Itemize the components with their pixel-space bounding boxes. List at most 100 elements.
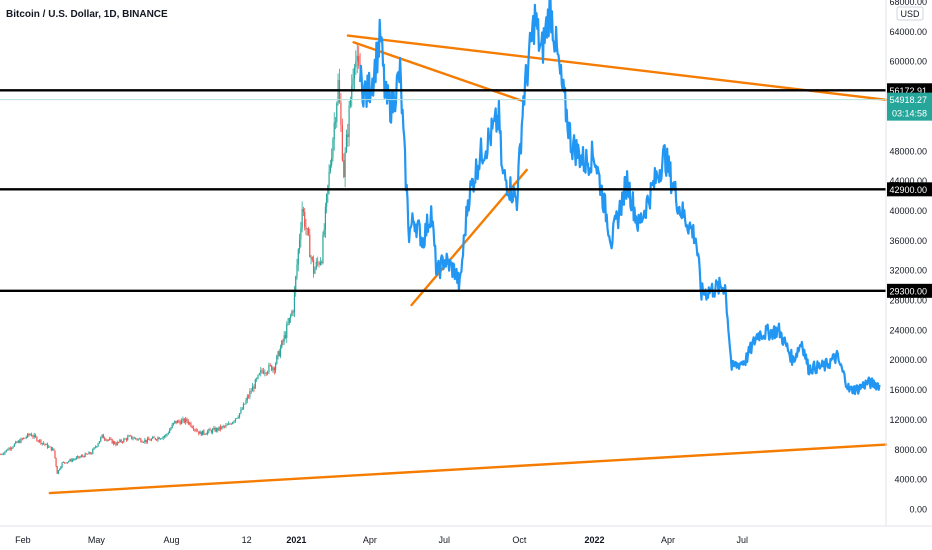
candles-series bbox=[0, 44, 361, 475]
candle-body bbox=[153, 437, 155, 439]
candle-body bbox=[83, 456, 85, 457]
candle-body bbox=[345, 134, 348, 153]
candle-body bbox=[161, 438, 163, 440]
candle-body bbox=[209, 429, 211, 431]
candle-body bbox=[322, 234, 324, 263]
candle-body bbox=[133, 437, 135, 439]
candle-body bbox=[273, 367, 275, 371]
candle-body bbox=[90, 453, 93, 455]
x-tick-label: Jul bbox=[438, 535, 450, 545]
candle-body bbox=[80, 455, 83, 457]
candle-body bbox=[281, 340, 283, 348]
candle-body bbox=[141, 441, 143, 443]
candle-body bbox=[179, 421, 181, 425]
candle-body bbox=[242, 403, 245, 410]
candle-body bbox=[45, 443, 47, 445]
candle-body bbox=[293, 290, 296, 313]
candle-body bbox=[352, 78, 354, 86]
current-price-label: 54918.27 bbox=[889, 95, 927, 105]
candle-body bbox=[119, 439, 121, 443]
candle-body bbox=[19, 440, 21, 443]
candle-body bbox=[55, 458, 57, 467]
candle-body bbox=[67, 461, 70, 463]
candle-body bbox=[174, 420, 176, 423]
candle-body bbox=[309, 234, 311, 258]
candle-body bbox=[20, 438, 22, 443]
y-tick-label: 68000.00 bbox=[889, 0, 927, 7]
candle-body bbox=[107, 439, 109, 441]
candle-body bbox=[236, 418, 238, 419]
candle-body bbox=[79, 456, 81, 458]
candle-body bbox=[301, 208, 303, 229]
candle-body bbox=[190, 422, 192, 427]
candle-body bbox=[116, 441, 118, 446]
candle-body bbox=[140, 438, 142, 442]
candle-body bbox=[245, 400, 247, 404]
candle-body bbox=[85, 453, 88, 455]
candle-body bbox=[257, 374, 259, 379]
candle-body bbox=[176, 420, 179, 424]
candle-body bbox=[8, 448, 10, 451]
candle-body bbox=[92, 449, 94, 454]
candle-body bbox=[244, 403, 246, 405]
candle-body bbox=[96, 446, 98, 447]
candle-body bbox=[100, 437, 102, 442]
candle-body bbox=[210, 430, 212, 433]
candle-body bbox=[158, 437, 160, 440]
candle-body bbox=[124, 438, 126, 440]
candle-body bbox=[62, 462, 64, 463]
candle-body bbox=[137, 438, 139, 440]
price-line bbox=[359, 0, 881, 396]
candle-body bbox=[103, 438, 106, 440]
currency-box[interactable] bbox=[896, 6, 924, 21]
candle-body bbox=[59, 469, 61, 471]
candle-body bbox=[237, 417, 239, 419]
level-label: 42900.00 bbox=[889, 185, 927, 195]
candle-body bbox=[296, 264, 298, 277]
candle-body bbox=[149, 439, 151, 441]
candle-body bbox=[170, 427, 172, 431]
candle-body bbox=[15, 441, 17, 444]
candle-body bbox=[33, 434, 35, 438]
candle-body bbox=[185, 418, 187, 423]
candle-body bbox=[347, 134, 349, 138]
candle-body bbox=[240, 409, 242, 414]
candle-body bbox=[41, 442, 43, 444]
currency-label[interactable]: USD bbox=[900, 9, 920, 19]
candle-body bbox=[106, 439, 108, 441]
candle-body bbox=[229, 423, 231, 425]
candle-body bbox=[5, 449, 7, 452]
candle-body bbox=[167, 432, 169, 434]
candle-body bbox=[302, 208, 305, 213]
candle-body bbox=[319, 261, 321, 265]
candle-body bbox=[17, 440, 19, 443]
candle-body bbox=[329, 165, 331, 172]
candle-body bbox=[171, 424, 173, 428]
candle-body bbox=[1, 454, 3, 455]
candle-body bbox=[156, 439, 158, 441]
trendline-4[interactable] bbox=[48, 443, 888, 495]
candle-body bbox=[16, 441, 18, 443]
current-price-box bbox=[887, 92, 932, 121]
candle-body bbox=[46, 443, 49, 448]
candle-body bbox=[70, 459, 72, 462]
candle-body bbox=[78, 456, 80, 458]
candle-body bbox=[191, 426, 193, 428]
candle-body bbox=[49, 446, 51, 448]
x-tick-label: Oct bbox=[512, 535, 527, 545]
candle-body bbox=[2, 453, 5, 455]
candle-body bbox=[271, 365, 273, 371]
candle-body bbox=[30, 434, 33, 437]
candle-body bbox=[135, 437, 137, 439]
candle-body bbox=[12, 446, 14, 448]
candle-body bbox=[334, 121, 337, 123]
candle-body bbox=[21, 438, 23, 440]
candle-body bbox=[353, 67, 355, 79]
candle-body bbox=[127, 436, 129, 440]
candle-body bbox=[26, 433, 29, 438]
candle-body bbox=[228, 423, 230, 425]
candle-body bbox=[198, 431, 200, 434]
candle-body bbox=[355, 61, 357, 68]
candle-body bbox=[291, 311, 293, 316]
